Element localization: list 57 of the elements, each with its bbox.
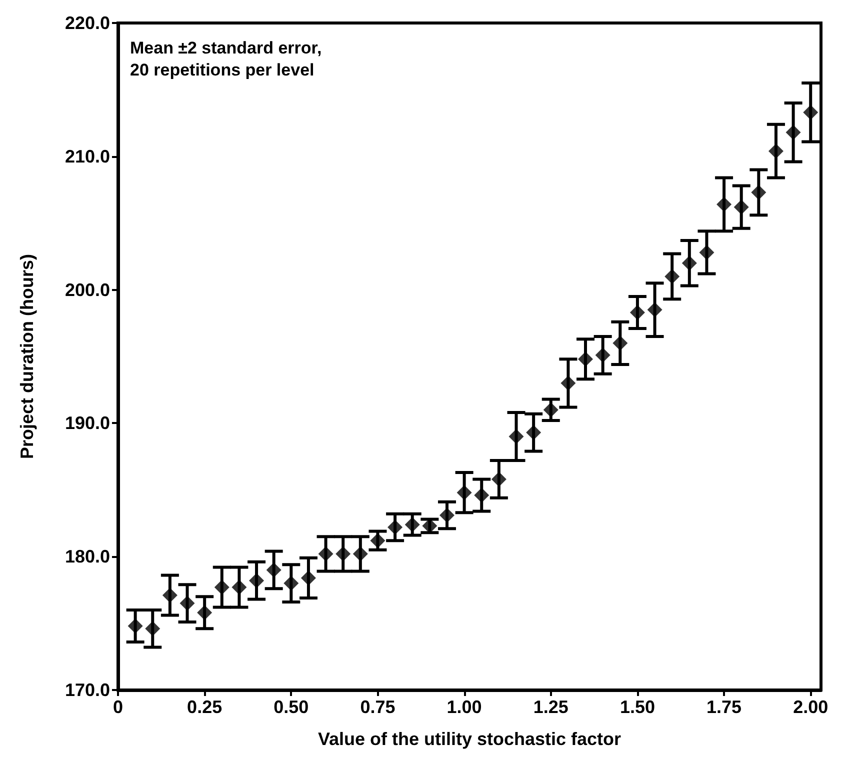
point	[197, 605, 212, 620]
point	[180, 596, 195, 611]
x-tick-label: 2.00	[793, 697, 828, 717]
point	[786, 124, 801, 140]
point	[300, 570, 316, 586]
point	[578, 352, 594, 367]
x-tick-label: 0	[112, 697, 124, 717]
x-tick-label: 0.75	[360, 697, 396, 717]
x-tick-label: 1.00	[446, 697, 482, 717]
point	[699, 244, 714, 260]
point	[647, 302, 662, 318]
y-tick-label: 200.0	[64, 280, 110, 300]
point	[128, 618, 143, 634]
point	[370, 533, 386, 548]
y-tick-label: 170.0	[64, 680, 110, 700]
point	[595, 348, 610, 363]
x-tick-label: 0.50	[274, 697, 309, 717]
x-tick-label: 0.25	[187, 697, 222, 717]
point	[474, 488, 490, 503]
point	[456, 485, 472, 500]
point	[284, 576, 299, 591]
point	[162, 588, 178, 603]
y-tick-label: 180.0	[64, 546, 110, 567]
point	[214, 580, 230, 595]
point	[664, 268, 680, 284]
point	[682, 256, 697, 271]
point	[318, 546, 334, 562]
y-tick-label: 220.0	[64, 13, 110, 33]
point	[145, 621, 160, 636]
x-tick-label: 1.25	[533, 697, 568, 717]
point	[388, 520, 403, 535]
y-tick-label: 190.0	[64, 413, 110, 434]
annotation: Mean ±2 standard error, 20 repetitions per level	[130, 38, 322, 80]
point	[803, 104, 818, 120]
point	[768, 144, 784, 159]
point	[352, 546, 368, 562]
point	[716, 196, 732, 212]
y-tick-label: 210.0	[64, 146, 110, 166]
point	[543, 402, 558, 418]
point	[560, 376, 576, 391]
point	[508, 429, 524, 444]
x-axis-title: Value of the utility stochastic factor	[318, 729, 622, 749]
point	[232, 580, 247, 595]
x-tick-label: 1.75	[706, 697, 742, 717]
point	[491, 472, 506, 487]
point	[266, 562, 282, 578]
point	[249, 573, 264, 588]
point	[751, 184, 766, 200]
x-tick-label: 1.50	[620, 697, 655, 717]
point	[336, 546, 351, 562]
point	[734, 200, 749, 215]
point	[439, 508, 454, 523]
point	[612, 336, 628, 351]
point	[404, 517, 420, 532]
y-axis-title: Project duration (hours)	[17, 254, 37, 460]
point	[630, 304, 645, 320]
point	[526, 425, 542, 440]
